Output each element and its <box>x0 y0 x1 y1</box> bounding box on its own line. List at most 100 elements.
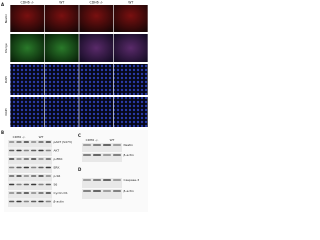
blot-strip <box>82 178 122 188</box>
band <box>113 144 121 146</box>
band <box>9 149 15 152</box>
blot-strip <box>8 191 52 199</box>
band <box>93 179 101 181</box>
band <box>23 192 29 194</box>
band <box>16 175 22 177</box>
band <box>31 200 37 203</box>
band-label: p-S6 <box>54 174 61 178</box>
band <box>31 158 37 160</box>
band <box>23 141 29 143</box>
blot-strip <box>82 153 122 162</box>
micrograph <box>44 97 79 127</box>
band <box>103 190 111 192</box>
blot-strip <box>8 165 52 173</box>
band <box>16 166 22 169</box>
band-label: β-actin <box>124 189 134 193</box>
band-label: β-actin <box>54 200 64 204</box>
band <box>45 200 51 203</box>
band-label: Cyclin D1 <box>54 191 68 195</box>
blot-strip <box>8 140 52 148</box>
band <box>16 183 22 186</box>
band-label: AKT <box>54 149 60 153</box>
band <box>23 200 29 203</box>
band <box>23 166 29 169</box>
panel-label: D <box>78 167 82 172</box>
blot-strip <box>8 182 52 190</box>
band <box>38 192 44 194</box>
micrograph <box>10 34 45 62</box>
row-label: DAPI <box>4 76 8 83</box>
band <box>93 190 101 192</box>
band <box>45 166 51 169</box>
panel-label: A <box>1 2 5 7</box>
band <box>45 183 51 186</box>
band <box>9 175 15 177</box>
band <box>16 141 22 143</box>
blot-strip <box>8 174 52 182</box>
blot-strip <box>8 148 52 156</box>
panel-label: B <box>1 130 4 135</box>
band <box>93 154 101 156</box>
band <box>16 192 22 194</box>
band <box>83 190 91 192</box>
band <box>16 200 22 203</box>
band <box>113 154 121 156</box>
band <box>45 149 51 152</box>
micrograph <box>44 64 79 95</box>
band <box>31 183 37 186</box>
band <box>38 175 44 177</box>
band <box>103 144 111 146</box>
band <box>38 158 44 160</box>
micrograph <box>113 5 148 32</box>
lane-group: WT <box>39 135 44 139</box>
blot-strip <box>82 143 122 152</box>
blot-strip <box>82 189 122 199</box>
band <box>83 179 91 181</box>
micrograph <box>113 64 148 95</box>
micrograph <box>10 64 45 95</box>
band <box>38 200 44 203</box>
lane-group: CDH6 -/- <box>13 135 26 139</box>
micrograph <box>10 97 45 127</box>
band <box>31 149 37 152</box>
band <box>23 183 29 186</box>
band <box>103 154 111 156</box>
band <box>113 179 121 181</box>
band <box>38 183 44 186</box>
micrograph <box>44 34 79 62</box>
micrograph <box>79 64 114 95</box>
band <box>23 175 29 177</box>
row-label: Nestin <box>4 14 8 24</box>
micrograph <box>79 5 114 32</box>
band-label: Nestin <box>124 143 134 147</box>
micrograph <box>44 5 79 32</box>
band <box>45 192 51 194</box>
column-header: CDH6 -/- <box>90 1 104 5</box>
band-label: ERK <box>54 166 61 170</box>
band <box>9 183 15 186</box>
band <box>38 149 44 152</box>
band <box>38 141 44 143</box>
band <box>16 149 22 152</box>
band <box>9 200 15 203</box>
band <box>45 158 51 160</box>
page: CDH6 -/- WT CDH6 -/- WT Nestin Merge DAPI DAPI A… <box>1 0 148 207</box>
blot-strip <box>8 157 52 165</box>
band <box>9 158 15 160</box>
band <box>83 144 91 146</box>
lane-group: CDH6 -/- <box>86 138 99 142</box>
band-label: Caspase-3 <box>124 178 140 182</box>
micrograph <box>113 34 148 62</box>
band-label: p-ERK <box>54 157 64 161</box>
band-label: pAKT (S473) <box>54 140 72 144</box>
lane-group: WT <box>110 138 115 142</box>
band <box>31 175 37 177</box>
column-header: WT <box>128 1 133 5</box>
band <box>16 158 22 160</box>
band <box>9 141 15 143</box>
column-header: CDH6 -/- <box>21 1 35 5</box>
micrograph <box>113 97 148 127</box>
row-label: DAPI <box>4 108 8 115</box>
band <box>31 141 37 143</box>
band <box>113 190 121 192</box>
